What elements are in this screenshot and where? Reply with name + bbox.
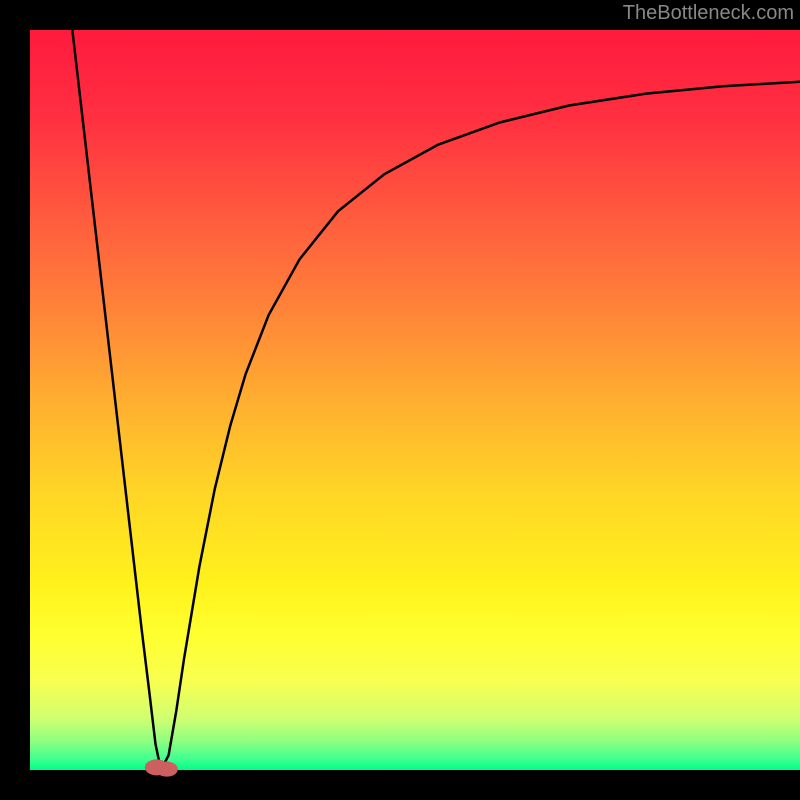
watermark-text: TheBottleneck.com xyxy=(623,2,794,25)
chart-container: TheBottleneck.com xyxy=(0,0,800,800)
bottleneck-chart xyxy=(0,0,800,800)
